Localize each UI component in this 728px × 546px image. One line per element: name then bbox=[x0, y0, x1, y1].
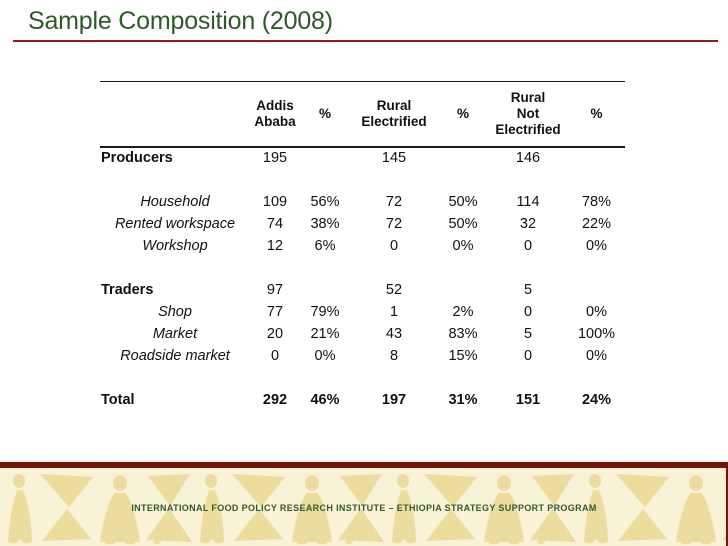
column-header-rural-not-electrified: Rural Not Electrified bbox=[488, 81, 568, 148]
table-cell bbox=[300, 279, 350, 301]
row-label: Shop bbox=[158, 303, 192, 320]
row-label: Market bbox=[152, 325, 198, 342]
table-cell: 12 bbox=[266, 237, 284, 254]
title-underline bbox=[13, 40, 718, 42]
spacer-row bbox=[100, 367, 625, 389]
table-row-shop: Shop 77 79% 1 2% 0 0% bbox=[100, 301, 625, 323]
table-cell bbox=[300, 147, 350, 169]
column-header-percent-3: % bbox=[568, 81, 625, 148]
table-header-row: Addis Ababa % Rural Electrified % Rural … bbox=[100, 81, 625, 148]
table-cell: 24% bbox=[581, 391, 612, 408]
table-cell: 292 bbox=[262, 391, 288, 408]
table-cell: 2% bbox=[452, 303, 474, 320]
page-title: Sample Composition (2008) bbox=[28, 7, 333, 35]
table-cell: 74 bbox=[266, 215, 284, 232]
table-cell: 197 bbox=[381, 391, 407, 408]
ethiopian-pattern-art bbox=[0, 468, 728, 546]
table-cell: 20 bbox=[266, 325, 284, 342]
table-cell: 0 bbox=[389, 237, 399, 254]
table-cell: 6% bbox=[314, 237, 336, 254]
footer-band: INTERNATIONAL FOOD POLICY RESEARCH INSTI… bbox=[0, 468, 728, 546]
spacer-row bbox=[100, 257, 625, 279]
table-cell: 114 bbox=[516, 193, 540, 210]
table-row-workshop: Workshop 12 6% 0 0% 0 0% bbox=[100, 235, 625, 257]
row-label: Household bbox=[140, 193, 210, 210]
table-cell bbox=[438, 279, 488, 301]
table-cell: 50% bbox=[448, 215, 478, 232]
table-cell: 78% bbox=[581, 193, 612, 210]
table-cell: 8 bbox=[389, 347, 399, 364]
table-cell: 72 bbox=[385, 193, 403, 210]
table-cell: 50% bbox=[448, 193, 478, 210]
footer-divider-bar bbox=[0, 462, 728, 468]
table-row-rented-workspace: Rented workspace 74 38% 72 50% 32 22% bbox=[100, 213, 625, 235]
table-cell: 0 bbox=[270, 347, 280, 364]
table-cell: 32 bbox=[519, 215, 537, 232]
table-cell: 0% bbox=[586, 303, 607, 320]
table-cell: 56% bbox=[310, 193, 340, 210]
row-label: Rented workspace bbox=[114, 215, 236, 232]
table-cell: 21% bbox=[310, 325, 340, 342]
sample-composition-table: Addis Ababa % Rural Electrified % Rural … bbox=[100, 81, 625, 411]
table-cell: 5 bbox=[523, 281, 533, 298]
row-label: Traders bbox=[101, 281, 154, 298]
table-cell: 145 bbox=[381, 150, 407, 166]
table-cell: 0 bbox=[523, 347, 533, 364]
table-cell: 109 bbox=[262, 193, 288, 210]
table-row-market: Market 20 21% 43 83% 5 100% bbox=[100, 323, 625, 345]
footer-program-text: INTERNATIONAL FOOD POLICY RESEARCH INSTI… bbox=[131, 503, 597, 513]
table-cell: 22% bbox=[581, 215, 612, 232]
table-cell: 5 bbox=[523, 325, 533, 342]
table-cell: 38% bbox=[310, 215, 340, 232]
table-cell: 0% bbox=[314, 347, 336, 364]
table-cell: 146 bbox=[515, 150, 541, 166]
table-cell: 83% bbox=[448, 325, 478, 342]
table-cell bbox=[438, 147, 488, 169]
table-cell: 0% bbox=[586, 237, 607, 254]
column-header-percent-1: % bbox=[300, 81, 350, 148]
footer-right-edge-strip bbox=[726, 468, 728, 546]
table-row-traders: Traders 97 52 5 bbox=[100, 279, 625, 301]
table-cell: 0 bbox=[523, 237, 533, 254]
table-cell: 79% bbox=[310, 303, 340, 320]
table-row-total: Total 292 46% 197 31% 151 24% bbox=[100, 389, 625, 411]
table-cell: 1 bbox=[389, 303, 399, 320]
table-cell: 0 bbox=[523, 303, 533, 320]
table-cell: 72 bbox=[385, 215, 403, 232]
spacer-row bbox=[100, 169, 625, 191]
row-label: Producers bbox=[101, 150, 173, 166]
table-cell: 77 bbox=[266, 303, 284, 320]
row-label: Roadside market bbox=[120, 347, 230, 364]
table-cell: 0% bbox=[452, 237, 474, 254]
table-cell: 43 bbox=[385, 325, 403, 342]
table-cell: 52 bbox=[385, 281, 403, 298]
table-cell bbox=[568, 147, 625, 169]
row-label: Workshop bbox=[142, 237, 208, 254]
table-cell bbox=[568, 279, 625, 301]
column-header-blank bbox=[100, 81, 250, 148]
table-cell: 97 bbox=[266, 281, 284, 298]
table-cell: 151 bbox=[515, 391, 541, 408]
table-cell: 195 bbox=[262, 150, 288, 166]
table-row-producers: Producers 195 145 146 bbox=[100, 147, 625, 169]
column-header-percent-2: % bbox=[438, 81, 488, 148]
table-cell: 46% bbox=[310, 391, 340, 408]
table-cell: 0% bbox=[586, 347, 607, 364]
table-cell: 15% bbox=[448, 347, 478, 364]
table-row-household: Household 109 56% 72 50% 114 78% bbox=[100, 191, 625, 213]
row-label: Total bbox=[101, 391, 135, 408]
column-header-rural-electrified: Rural Electrified bbox=[350, 81, 438, 148]
column-header-addis-ababa: Addis Ababa bbox=[250, 81, 300, 148]
table-row-roadside-market: Roadside market 0 0% 8 15% 0 0% bbox=[100, 345, 625, 367]
table-cell: 100% bbox=[577, 325, 616, 342]
table-cell: 31% bbox=[448, 391, 478, 408]
